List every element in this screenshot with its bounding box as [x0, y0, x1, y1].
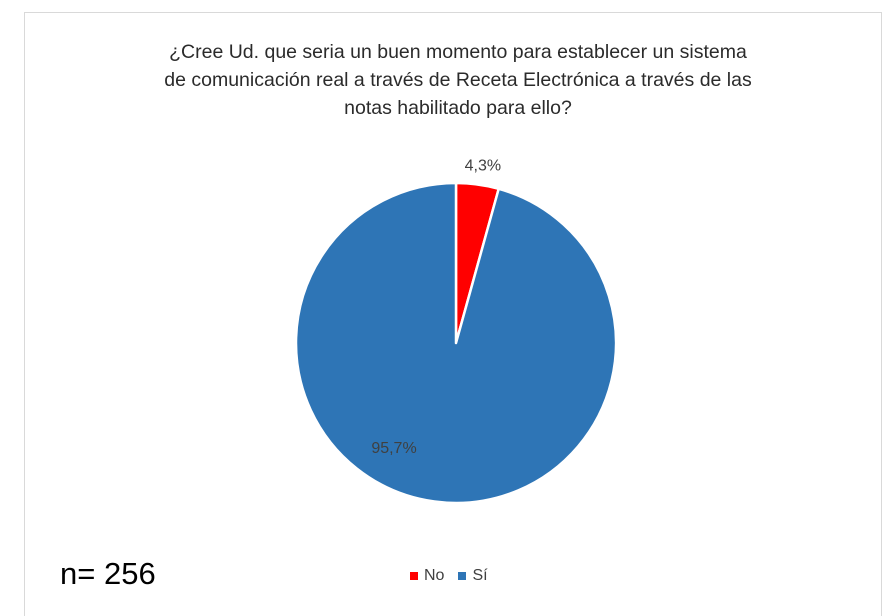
- legend-item-si: Sí: [458, 567, 488, 585]
- data-label-si: 95,7%: [371, 440, 416, 457]
- data-label-no: 4,3%: [465, 158, 501, 175]
- legend-item-no: No: [410, 567, 444, 585]
- pie-slice-si: [294, 181, 618, 505]
- legend-swatch-no: [410, 572, 418, 580]
- sample-size-label: n= 256: [60, 556, 156, 591]
- chart-title-line-2: de comunicación real a través de Receta …: [164, 69, 752, 91]
- pie-chart: 4,3% 95,7%: [294, 158, 618, 505]
- chart-legend: No Sí: [410, 567, 502, 585]
- legend-swatch-si: [458, 572, 467, 580]
- chart-title-line-1: ¿Cree Ud. que seria un buen momento para…: [169, 41, 747, 63]
- legend-label-si: Sí: [472, 567, 488, 584]
- legend-label-no: No: [424, 567, 445, 584]
- chart-title: ¿Cree Ud. que seria un buen momento para…: [78, 38, 838, 122]
- chart-title-line-3: notas habilitado para ello?: [344, 97, 572, 119]
